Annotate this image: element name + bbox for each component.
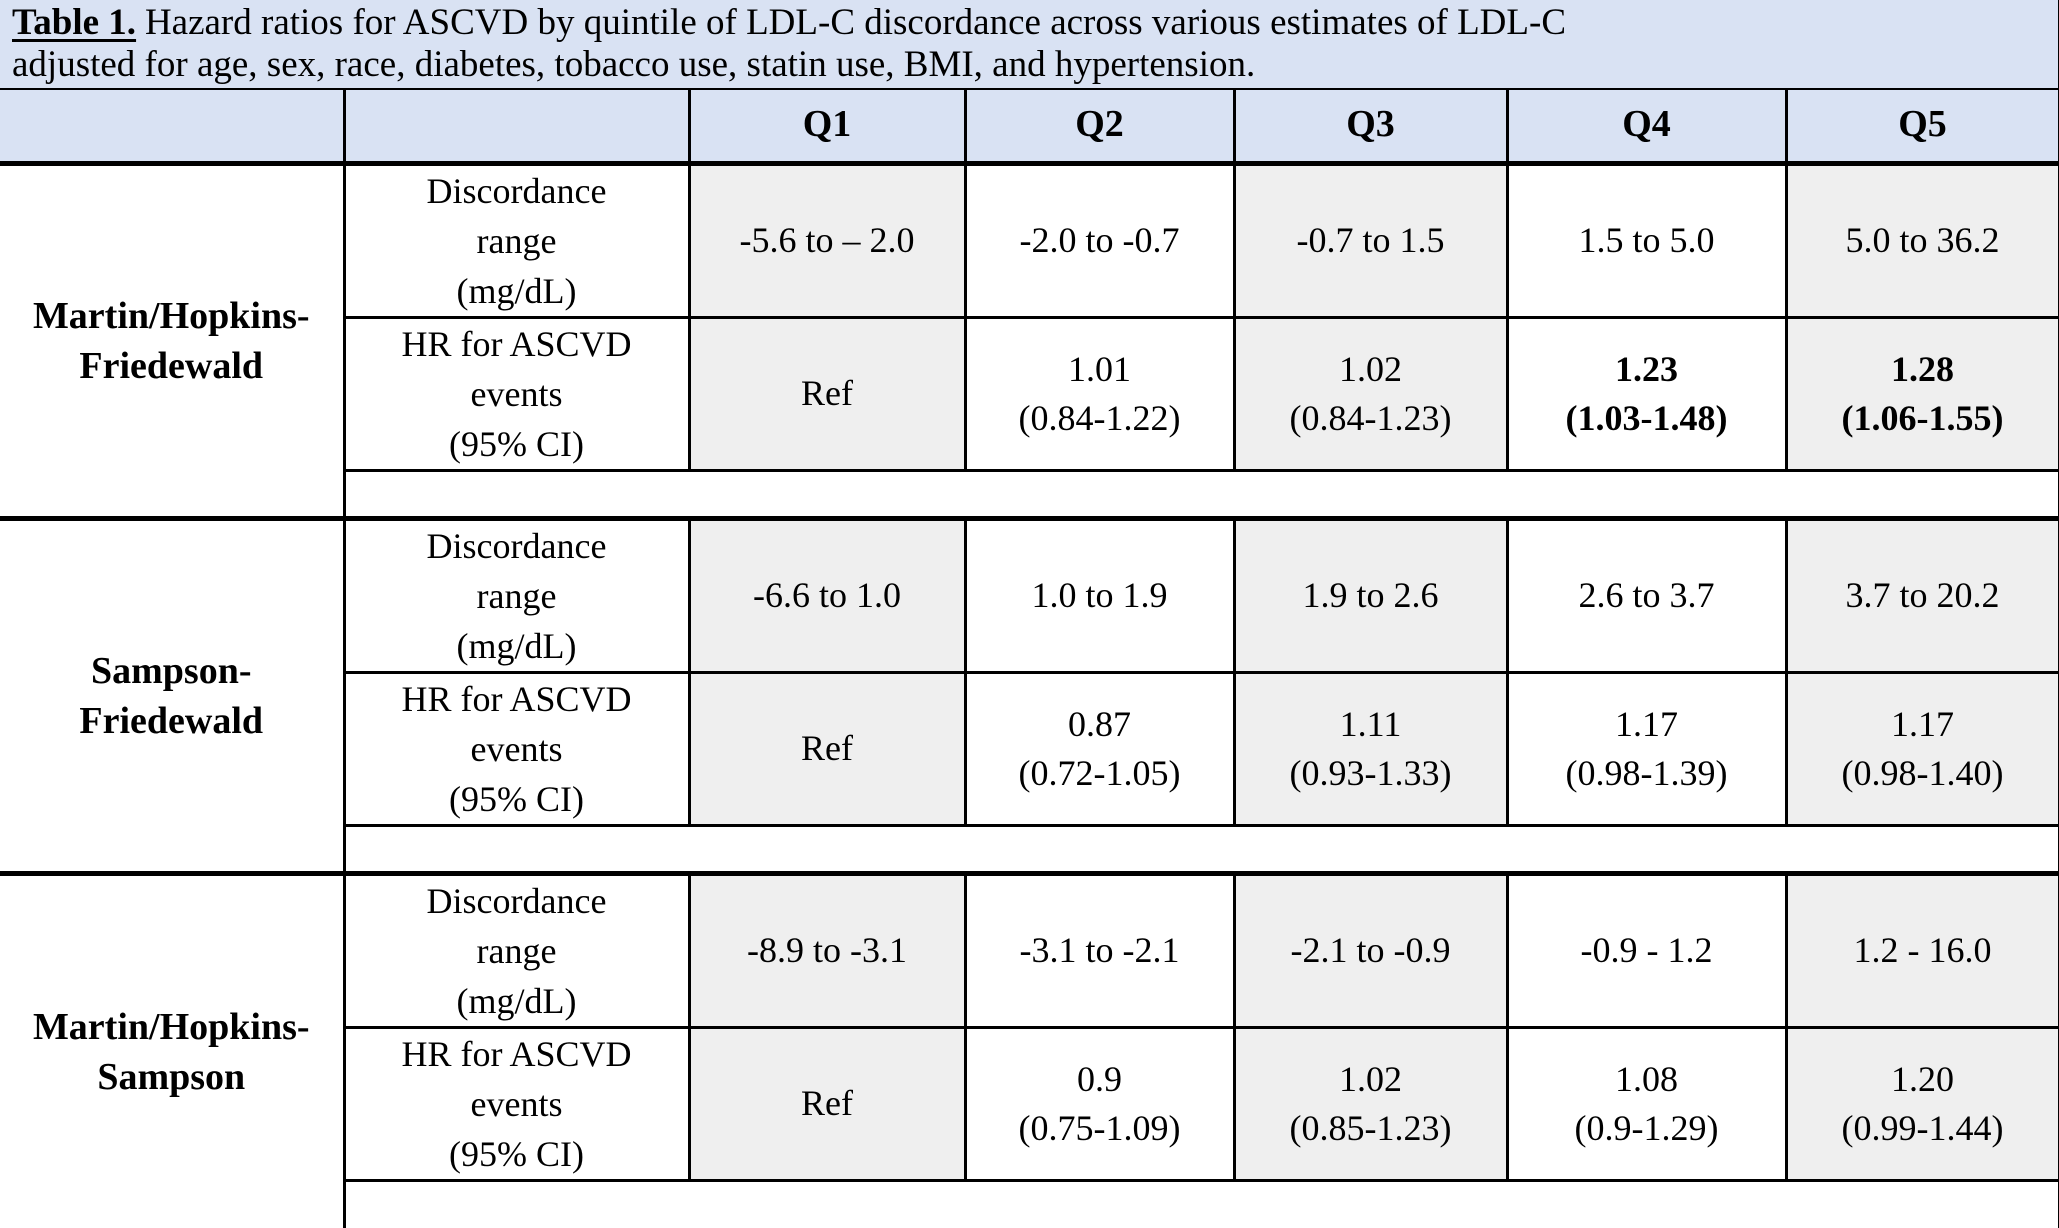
spacer-row: [0, 823, 2059, 876]
row-label-discordance: Discordance range (mg/dL): [342, 516, 691, 674]
discordance-cell: -0.9 - 1.2: [1505, 871, 1788, 1029]
section-label-sampson-friedewald: Sampson- Friedewald: [0, 516, 346, 876]
row-label-hr: HR for ASCVD events (95% CI): [342, 315, 691, 472]
row-label-hr: HR for ASCVD events (95% CI): [342, 1025, 691, 1182]
discordance-cell: 1.2 - 16.0: [1784, 871, 2059, 1029]
spacer-cell: [342, 823, 2059, 876]
table-caption-text: Hazard ratios for ASCVD by quintile of L…: [12, 2, 1567, 85]
row-label-discordance: Discordance range (mg/dL): [342, 161, 691, 319]
column-header-blank-2: [342, 89, 691, 166]
discordance-cell: 2.6 to 3.7: [1505, 516, 1788, 674]
hr-cell: 0.9 (0.75-1.09): [963, 1025, 1236, 1182]
section-label-martin-hopkins-sampson: Martin/Hopkins- Sampson: [0, 871, 346, 1228]
hr-cell: 1.23 (1.03-1.48): [1505, 315, 1788, 472]
hr-cell: 1.17 (0.98-1.39): [1505, 670, 1788, 827]
hr-cell: 1.17 (0.98-1.40): [1784, 670, 2059, 827]
table-row: HR for ASCVD events (95% CI) Ref 0.9 (0.…: [0, 1025, 2059, 1182]
table-row: Martin/Hopkins- Friedewald Discordance r…: [0, 161, 2059, 521]
table-row: Sampson- Friedewald Discordance range (m…: [0, 516, 2059, 876]
column-header-q5: Q5: [1784, 89, 2059, 166]
discordance-cell: -3.1 to -2.1: [963, 871, 1236, 1029]
hr-cell: Ref: [687, 1025, 967, 1182]
hr-cell: 1.08 (0.9-1.29): [1505, 1025, 1788, 1182]
hr-cell: 1.02 (0.85-1.23): [1232, 1025, 1509, 1182]
quintile-header-row: Q1 Q2 Q3 Q4 Q5: [0, 89, 2059, 166]
hr-cell: 1.02 (0.84-1.23): [1232, 315, 1509, 472]
hr-cell: 1.28 (1.06-1.55): [1784, 315, 2059, 472]
table-row: HR for ASCVD events (95% CI) Ref 1.01 (0…: [0, 315, 2059, 472]
table-caption: Table 1. Hazard ratios for ASCVD by quint…: [0, 0, 2059, 90]
column-header-q4: Q4: [1505, 89, 1788, 166]
discordance-cell: 5.0 to 36.2: [1784, 161, 2059, 319]
discordance-cell: 3.7 to 20.2: [1784, 516, 2059, 674]
column-header-q2: Q2: [963, 89, 1236, 166]
caption-row: Table 1. Hazard ratios for ASCVD by quint…: [0, 0, 2059, 90]
table-row: HR for ASCVD events (95% CI) Ref 0.87 (0…: [0, 670, 2059, 827]
hr-cell: 1.20 (0.99-1.44): [1784, 1025, 2059, 1182]
hr-cell: 0.87 (0.72-1.05): [963, 670, 1236, 827]
hr-cell: 1.11 (0.93-1.33): [1232, 670, 1509, 827]
discordance-cell: 1.5 to 5.0: [1505, 161, 1788, 319]
table-caption-label: Table 1.: [12, 2, 137, 43]
discordance-cell: -2.0 to -0.7: [963, 161, 1236, 319]
hr-cell: Ref: [687, 670, 967, 827]
spacer-row: [0, 1178, 2059, 1228]
discordance-cell: -0.7 to 1.5: [1232, 161, 1509, 319]
column-header-blank-1: [0, 89, 346, 166]
discordance-cell: 1.0 to 1.9: [963, 516, 1236, 674]
column-header-q3: Q3: [1232, 89, 1509, 166]
spacer-cell: [342, 1178, 2059, 1228]
column-header-q1: Q1: [687, 89, 967, 166]
discordance-cell: 1.9 to 2.6: [1232, 516, 1509, 674]
row-label-discordance: Discordance range (mg/dL): [342, 871, 691, 1029]
table-row: Martin/Hopkins- Sampson Discordance rang…: [0, 871, 2059, 1228]
discordance-cell: -5.6 to – 2.0: [687, 161, 967, 319]
hr-cell: 1.01 (0.84-1.22): [963, 315, 1236, 472]
discordance-cell: -2.1 to -0.9: [1232, 871, 1509, 1029]
section-label-martin-hopkins-friedewald: Martin/Hopkins- Friedewald: [0, 161, 346, 521]
spacer-cell: [342, 468, 2059, 521]
discordance-cell: -6.6 to 1.0: [687, 516, 967, 674]
hr-cell: Ref: [687, 315, 967, 472]
row-label-hr: HR for ASCVD events (95% CI): [342, 670, 691, 827]
spacer-row: [0, 468, 2059, 521]
discordance-cell: -8.9 to -3.1: [687, 871, 967, 1029]
